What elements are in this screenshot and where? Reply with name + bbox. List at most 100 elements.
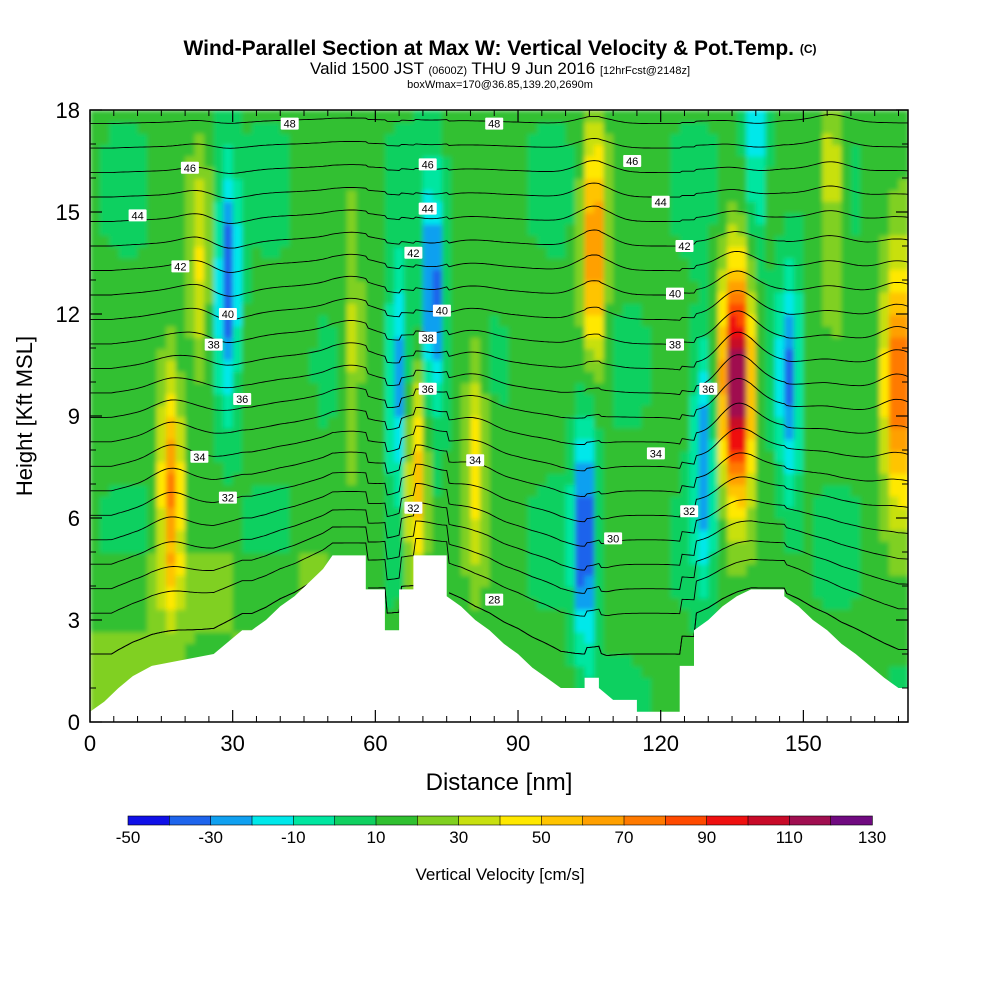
contour-labels: 48 48 46 46 46 44 44 44 42 42 42 40 40 40 38 38 38 36 36 36… (128, 117, 718, 607)
colorbar-swatch (210, 815, 253, 826)
forecast-info: [12hrFcst@2148z] (599, 65, 690, 77)
svg-text:38: 38 (208, 340, 220, 352)
x-tick-label: 0 (84, 731, 96, 756)
contour-label-32: 32 (680, 505, 699, 518)
theta-contour-36 (90, 377, 908, 420)
colorbar-swatch (127, 815, 171, 826)
theta-contour-33 (90, 444, 908, 498)
svg-text:42: 42 (407, 248, 419, 260)
contour-label-40: 40 (432, 304, 451, 318)
svg-text:40: 40 (222, 309, 234, 321)
colorbar-swatch (251, 815, 295, 826)
svg-text:32: 32 (407, 503, 419, 515)
svg-text:32: 32 (222, 493, 234, 505)
x-tick-label: 150 (785, 731, 822, 756)
theta-contour-27 (90, 583, 908, 656)
valid-time-zulu: (0600Z) (428, 65, 467, 77)
contour-label-34: 34 (190, 450, 209, 464)
contour-label-34: 34 (646, 447, 665, 460)
theta-contour-30 (90, 502, 908, 571)
y-tick-label: 15 (56, 200, 80, 225)
contour-label-46: 46 (180, 161, 199, 175)
valid-time-local: Valid 1500 JST (310, 59, 424, 78)
svg-text:34: 34 (650, 448, 662, 460)
contour-label-28: 28 (485, 593, 504, 607)
theta-contour-34 (90, 425, 908, 472)
contour-label-48: 48 (485, 117, 504, 131)
colorbar: -50 -30 -10 10 30 50 70 90 110 130 (116, 815, 886, 847)
title-block: Wind-Parallel Section at Max W: Vertical… (0, 38, 1000, 91)
colorbar-swatch (499, 815, 543, 826)
svg-text:32: 32 (683, 506, 695, 518)
theta-contour-39 (90, 310, 908, 346)
svg-text:46: 46 (626, 156, 638, 168)
colorbar-tick-label: 50 (532, 828, 551, 847)
contour-label-44: 44 (418, 202, 437, 216)
theta-contour-46 (90, 160, 908, 174)
y-tick-label: 6 (68, 506, 80, 531)
contour-label-38: 38 (204, 338, 223, 352)
contour-label-32: 32 (218, 491, 237, 505)
contour-label-36: 36 (233, 393, 252, 406)
svg-text:44: 44 (422, 204, 434, 216)
y-tick-label: 3 (68, 608, 80, 633)
valid-date: THU 9 Jun 2016 (471, 59, 596, 78)
contour-label-38: 38 (666, 338, 684, 352)
contour-label-42: 42 (675, 240, 694, 253)
theta-contour-28 (90, 538, 908, 617)
chart-title: Wind-Parallel Section at Max W: Vertical… (0, 38, 1000, 60)
x-axis-label: Distance [nm] (426, 769, 573, 796)
y-tick-label: 9 (68, 404, 80, 429)
svg-text:48: 48 (488, 119, 500, 131)
contour-label-30: 30 (604, 532, 623, 545)
contour-label-46: 46 (418, 158, 437, 171)
colorbar-swatch (540, 815, 584, 826)
colorbar-tick-label: 90 (697, 828, 716, 847)
colorbar-swatch (169, 815, 212, 826)
svg-text:40: 40 (669, 289, 681, 301)
contour-label-38: 38 (418, 331, 437, 345)
contour-label-46: 46 (623, 155, 642, 168)
colorbar-tick-label: 30 (449, 828, 468, 847)
copyright-mark: (C) (799, 42, 817, 56)
svg-text:38: 38 (669, 340, 681, 352)
box-info: boxWmax=170@36.85,139.20,2690m (407, 79, 593, 91)
colorbar-swatch (830, 815, 873, 826)
theta-contour-38 (90, 331, 908, 371)
svg-text:48: 48 (284, 119, 296, 131)
theta-contour-42 (90, 250, 908, 273)
colorbar-tick-label: 130 (858, 828, 886, 847)
x-tick-label: 30 (220, 731, 244, 756)
colorbar-swatch (458, 815, 501, 826)
colorbar-tick-label: -10 (281, 828, 306, 847)
colorbar-swatch (375, 815, 419, 826)
colorbar-swatch (706, 815, 749, 826)
svg-text:42: 42 (174, 261, 186, 273)
colorbar-tick-label: 70 (615, 828, 634, 847)
colorbar-tick-label: -50 (116, 828, 141, 847)
contour-label-42: 42 (171, 260, 190, 273)
contour-label-42: 42 (404, 246, 423, 260)
contour-label-44: 44 (651, 195, 670, 209)
svg-text:34: 34 (193, 452, 205, 464)
theta-contour-45 (90, 182, 908, 199)
colorbar-tick-label: 110 (776, 828, 803, 847)
svg-text:42: 42 (678, 241, 690, 253)
theta-contour-37 (90, 354, 908, 396)
colorbar-swatch (582, 815, 625, 826)
colorbar-tick-label: -30 (198, 828, 223, 847)
svg-text:30: 30 (607, 533, 619, 545)
theta-contour-47 (90, 137, 908, 149)
theta-contour-31 (90, 483, 908, 547)
contour-label-40: 40 (218, 308, 237, 321)
x-tick-label: 120 (642, 731, 679, 756)
colorbar-swatch (664, 815, 708, 826)
colorbar-swatch (623, 815, 667, 826)
contour-label-36: 36 (699, 382, 718, 396)
theta-contour-44 (90, 205, 908, 224)
colorbar-swatch (747, 815, 791, 826)
contour-label-32: 32 (404, 501, 423, 515)
svg-text:46: 46 (422, 159, 434, 171)
